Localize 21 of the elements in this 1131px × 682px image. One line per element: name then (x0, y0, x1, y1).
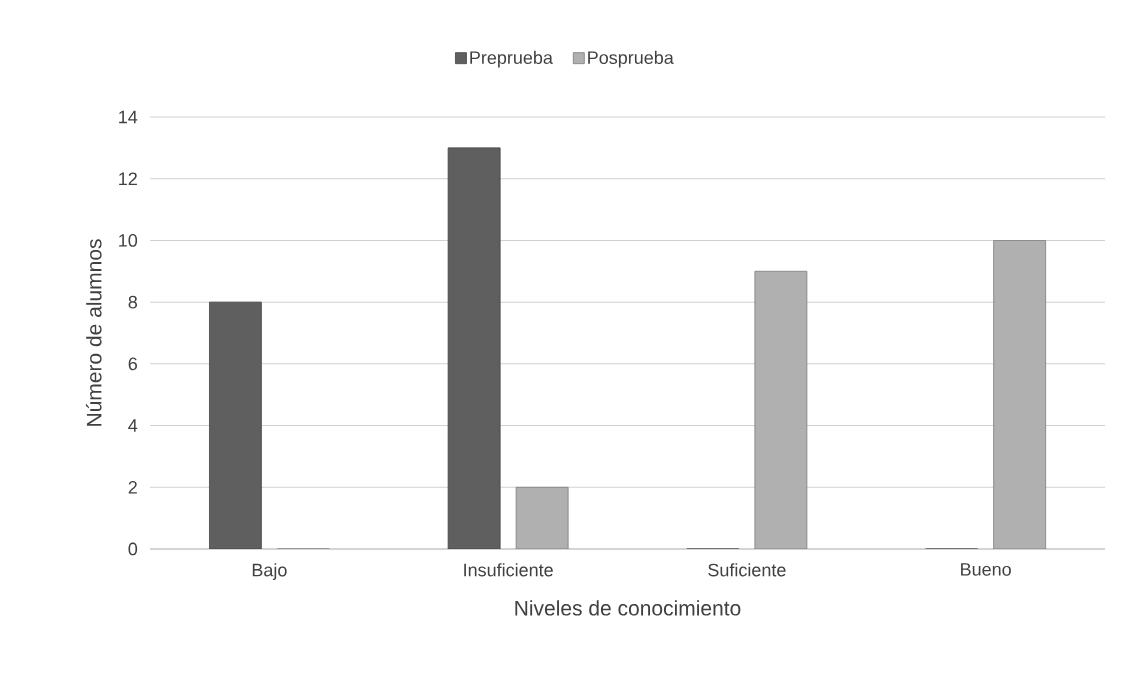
bar (447, 147, 501, 549)
x-tick-label: Suficiente (708, 563, 786, 577)
bar (754, 270, 808, 549)
x-tick-label: Bajo (252, 563, 287, 580)
bar (993, 240, 1047, 549)
legend-label: Preprueba (470, 50, 553, 68)
y-tick-label: 10 (119, 234, 138, 247)
y-axis-title: Número de alumnos (85, 239, 102, 426)
y-tick-label: 0 (128, 542, 138, 556)
y-tick-label: 8 (128, 295, 138, 309)
y-tick-label: 2 (128, 480, 137, 494)
legend-label: Posprueba (588, 50, 674, 68)
bar (515, 486, 569, 549)
y-tick-label: 12 (119, 172, 137, 185)
y-tick-label: 6 (128, 357, 138, 371)
bar (208, 301, 262, 549)
y-tick-label: 14 (119, 110, 138, 124)
x-tick-label: Insuficiente (464, 563, 553, 577)
x-axis-title: Niveles de conocimiento (515, 600, 741, 616)
y-tick-label: 4 (128, 419, 138, 432)
x-tick-label: Bueno (961, 563, 1011, 576)
